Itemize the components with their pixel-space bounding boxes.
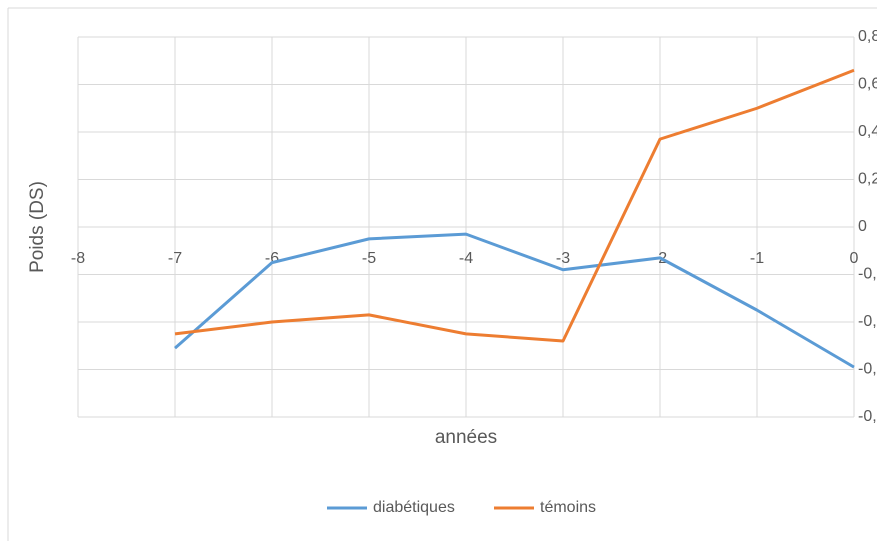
- y-tick-label: 0: [858, 218, 867, 235]
- y-tick-label: 0,2: [858, 171, 877, 188]
- x-tick-label: -1: [750, 250, 764, 267]
- legend-label: témoins: [540, 499, 596, 516]
- series-line: [174, 232, 855, 369]
- x-tick-label: -8: [71, 250, 85, 267]
- y-tick-label: -0,6: [858, 361, 877, 378]
- y-tick-label: 0,8: [858, 28, 877, 45]
- y-tick-label: 0,6: [858, 76, 877, 93]
- legend-label: diabétiques: [373, 499, 455, 516]
- x-tick-label: -4: [459, 250, 473, 267]
- x-tick-label: -7: [168, 250, 182, 267]
- x-axis-title: années: [435, 427, 497, 448]
- x-tick-label: -3: [556, 250, 570, 267]
- y-axis-title: Poids (DS): [27, 181, 48, 273]
- y-tick-label: -0,2: [858, 266, 877, 283]
- x-tick-label: -5: [362, 250, 376, 267]
- series-line: [174, 68, 855, 343]
- y-tick-label: -0,8: [858, 408, 877, 425]
- y-tick-label: -0,4: [858, 313, 877, 330]
- x-tick-label: -6: [265, 250, 279, 267]
- y-tick-label: 0,4: [858, 123, 877, 140]
- x-tick-label: 0: [850, 250, 859, 267]
